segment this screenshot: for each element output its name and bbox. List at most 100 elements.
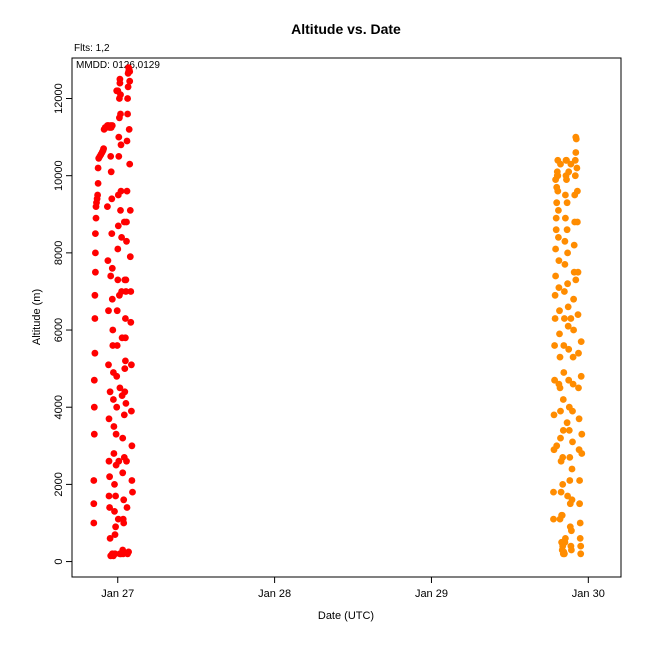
data-point	[555, 380, 563, 388]
y-tick-label: 12000	[53, 83, 65, 114]
data-point	[551, 342, 558, 349]
data-point	[105, 415, 113, 423]
data-point	[568, 465, 576, 473]
data-point	[556, 307, 563, 315]
data-point	[569, 407, 576, 415]
data-point	[565, 345, 573, 353]
data-point	[108, 295, 116, 303]
data-point	[570, 241, 578, 249]
x-tick-label: Jan 28	[258, 588, 291, 600]
data-point	[575, 349, 582, 357]
data-point	[114, 245, 122, 253]
data-point	[575, 384, 582, 392]
x-tick-label: Jan 30	[572, 588, 605, 600]
x-axis-label: Date (UTC)	[318, 610, 374, 622]
data-point	[572, 149, 580, 156]
data-point	[116, 75, 124, 83]
data-point	[555, 234, 562, 241]
data-point	[108, 230, 116, 238]
data-point	[112, 430, 120, 438]
data-point	[574, 311, 582, 318]
data-point	[129, 488, 136, 496]
data-point	[105, 457, 113, 465]
data-point	[564, 249, 571, 257]
data-point	[561, 288, 568, 295]
chart-title: Altitude vs. Date	[291, 21, 401, 37]
data-point	[116, 291, 123, 299]
data-point	[119, 546, 127, 554]
data-point	[563, 199, 571, 207]
data-point	[123, 504, 131, 511]
data-point	[571, 156, 579, 164]
data-point	[554, 187, 562, 195]
data-point	[110, 552, 117, 560]
data-point	[126, 68, 134, 75]
data-point	[562, 214, 569, 222]
data-point	[576, 519, 584, 527]
data-point	[123, 137, 131, 145]
data-point	[92, 214, 100, 222]
data-point	[126, 77, 134, 85]
data-point	[559, 427, 567, 434]
data-point	[123, 237, 130, 245]
data-point	[118, 234, 125, 241]
data-point	[108, 195, 116, 203]
data-point	[122, 357, 129, 365]
data-point	[565, 376, 573, 384]
data-point	[90, 403, 98, 411]
data-point	[111, 531, 119, 538]
data-point	[122, 315, 129, 322]
data-points	[90, 64, 586, 560]
data-point	[577, 372, 585, 380]
data-point	[124, 83, 132, 91]
y-tick-label: 10000	[53, 160, 65, 191]
data-point	[559, 481, 567, 488]
series-1	[90, 64, 136, 560]
data-point	[106, 535, 114, 542]
data-point	[569, 353, 577, 361]
data-point	[561, 237, 569, 245]
data-point	[114, 276, 122, 284]
data-point	[559, 454, 567, 461]
data-point	[105, 361, 112, 369]
data-point	[568, 527, 575, 535]
x-tick-label: Jan 29	[415, 588, 448, 600]
data-point	[107, 168, 115, 176]
data-point	[562, 191, 569, 199]
data-point	[563, 226, 571, 234]
data-point	[567, 160, 575, 168]
data-point	[127, 407, 135, 415]
data-point	[92, 230, 99, 238]
data-point	[551, 291, 559, 299]
data-point	[572, 276, 580, 284]
data-point	[561, 261, 569, 268]
data-point	[569, 380, 577, 388]
data-point	[92, 249, 99, 257]
data-point	[564, 303, 572, 311]
data-point	[90, 376, 98, 384]
data-point	[114, 515, 122, 523]
data-point	[574, 218, 581, 226]
data-point	[121, 276, 129, 284]
data-point	[94, 191, 101, 199]
data-point	[90, 519, 98, 527]
data-point	[567, 315, 575, 322]
data-point	[578, 430, 586, 438]
data-point	[556, 330, 563, 338]
data-point	[126, 160, 134, 168]
data-point	[576, 500, 583, 508]
data-point	[106, 473, 113, 481]
data-point	[128, 477, 136, 484]
data-point	[555, 284, 563, 291]
data-point	[90, 430, 98, 438]
data-point	[111, 508, 118, 515]
data-point	[91, 349, 99, 357]
data-point	[553, 442, 561, 450]
data-point	[568, 546, 575, 554]
data-point	[127, 361, 135, 369]
data-point	[577, 338, 585, 345]
data-point	[106, 504, 113, 511]
data-point	[120, 519, 128, 527]
data-point	[111, 481, 118, 488]
